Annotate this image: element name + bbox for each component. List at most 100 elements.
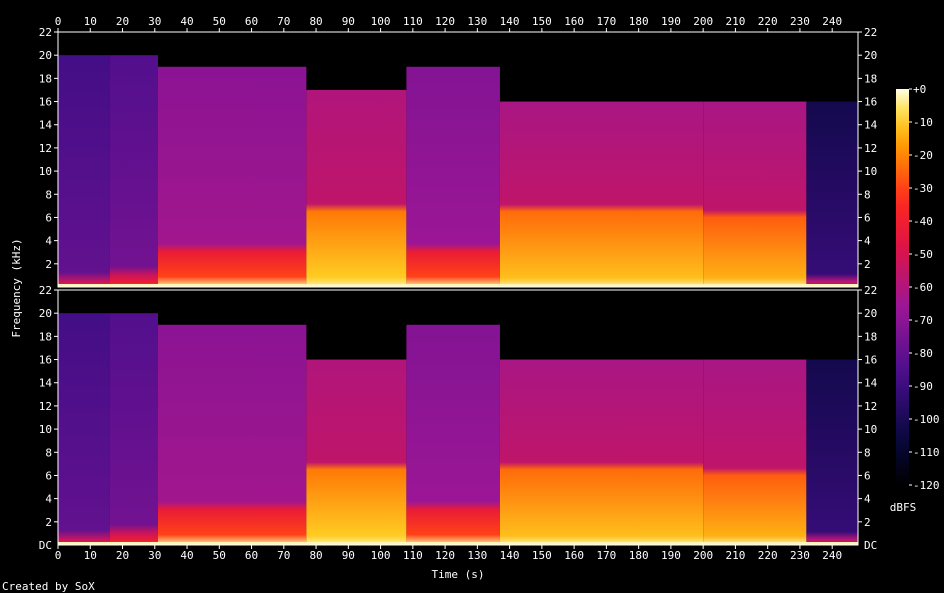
spectral-band [158,324,307,545]
y-dc-label: DC [864,539,877,552]
y-tick-label: 18 [39,330,52,343]
spectrogram-plots [57,31,859,546]
x-tick-label: 150 [532,15,552,28]
x-axis-label: Time (s) [432,568,485,581]
y-tick-label: 12 [39,400,52,413]
y-tick-label: 18 [39,72,52,85]
x-tick-label: 140 [500,15,520,28]
y-tick-label: 6 [45,211,52,224]
spectral-band [806,359,858,545]
spectral-band [406,66,500,287]
y-tick-label: 8 [864,446,871,459]
x-tick-label: 220 [758,549,778,562]
y-tick-label: 22 [864,26,877,39]
colorbar-tick-label: -30 [913,182,933,195]
x-tick-label: 140 [500,549,520,562]
x-tick-label: 40 [180,15,193,28]
channel-1-spectrogram [57,31,859,288]
x-tick-label: 160 [564,549,584,562]
y-tick-label: 12 [864,400,877,413]
y-tick-label: 4 [864,235,871,248]
y-tick-label: 14 [39,119,53,132]
x-tick-label: 160 [564,15,584,28]
x-tick-label: 100 [371,549,391,562]
x-tick-label: 240 [822,549,842,562]
y-tick-label: 14 [864,377,878,390]
y-tick-label: 14 [864,119,878,132]
x-tick-label: 60 [245,15,258,28]
y-tick-label: 4 [45,235,52,248]
x-tick-label: 220 [758,15,778,28]
x-tick-label: 10 [84,15,97,28]
spectral-band [306,359,407,545]
colorbar-gradient [896,89,909,485]
y-tick-label: 8 [45,446,52,459]
spectral-band [58,313,110,545]
dc-band [58,284,858,287]
x-tick-label: 0 [55,15,62,28]
y-dc-label: DC [39,539,52,552]
x-tick-label: 20 [116,549,129,562]
spectral-band [406,324,500,545]
x-tick-label: 170 [596,549,616,562]
x-tick-label: 130 [467,549,487,562]
y-tick-label: 22 [864,284,877,297]
y-tick-label: 16 [39,354,52,367]
x-tick-label: 110 [403,549,423,562]
y-axis-label: Frequency (kHz) [10,238,23,337]
x-tick-label: 20 [116,15,129,28]
panel-frame [57,31,859,288]
y-tick-label: 16 [864,354,877,367]
x-tick-label: 50 [213,549,226,562]
y-tick-label: 18 [864,330,877,343]
y-tick-label: 10 [864,165,877,178]
x-tick-label: 70 [277,549,290,562]
x-tick-label: 230 [790,549,810,562]
x-tick-label: 130 [467,15,487,28]
y-tick-label: 10 [864,423,877,436]
colorbar: +0 -10 -20 -30 -40 -50 -60 -70 -80 -90 -100 -110 -12… [896,83,940,492]
y-tick-label: 22 [39,284,52,297]
colorbar-tick-label: -60 [913,281,933,294]
colorbar-tick-label: -70 [913,314,933,327]
x-tick-label: 210 [725,549,745,562]
x-tick-label: 230 [790,15,810,28]
x-tick-label: 40 [180,549,193,562]
x-tick-label: 0 [55,549,62,562]
spectral-band [306,89,407,287]
x-tick-label: 210 [725,15,745,28]
y-tick-label: 10 [39,423,52,436]
y-tick-label: 2 [864,258,871,271]
spectral-band [703,359,807,545]
y-tick-label: 10 [39,165,52,178]
spectral-band [109,313,158,545]
x-tick-label: 10 [84,549,97,562]
y-tick-label: 12 [864,142,877,155]
y-tick-label: 20 [864,49,877,62]
colorbar-tick-label: +0 [913,83,926,96]
panel-frame [57,289,859,546]
y-tick-label: 16 [864,96,877,109]
colorbar-tick-label: -120 [913,479,940,492]
y-tick-label: 6 [864,469,871,482]
x-tick-label: 110 [403,15,423,28]
x-tick-label: 80 [309,15,322,28]
x-tick-label: 30 [148,549,161,562]
y-tick-label: 6 [864,211,871,224]
x-tick-label: 200 [693,549,713,562]
x-tick-label: 190 [661,15,681,28]
x-tick-label: 240 [822,15,842,28]
spectral-band [703,101,807,287]
y-tick-label: 4 [45,493,52,506]
y-tick-label: 8 [45,188,52,201]
y-tick-label: 20 [864,307,877,320]
colorbar-tick-label: -110 [913,446,940,459]
y-tick-label: 4 [864,493,871,506]
x-tick-label: 170 [596,15,616,28]
colorbar-tick-label: -50 [913,248,933,261]
spectral-band [806,101,858,287]
y-tick-label: 2 [864,516,871,529]
y-tick-label: 20 [39,307,52,320]
x-tick-label: 30 [148,15,161,28]
